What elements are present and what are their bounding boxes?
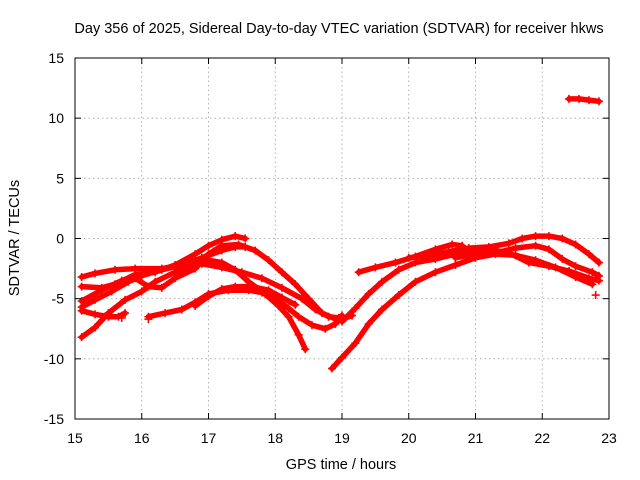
series-line: [78, 261, 342, 321]
series-trace-13: [451, 241, 603, 280]
x-tick-label: 19: [334, 430, 350, 446]
x-tick-label: 16: [134, 430, 150, 446]
y-tick-label: 10: [48, 110, 64, 126]
series-trace-5: [77, 256, 310, 354]
x-tick-label: 17: [201, 430, 217, 446]
chart-title: Day 356 of 2025, Sidereal Day-to-day VTE…: [74, 21, 603, 37]
series-trace-6: [77, 240, 357, 325]
y-tick-label: 5: [56, 170, 64, 186]
series-line: [192, 283, 299, 309]
y-tick-label: -5: [52, 291, 65, 307]
x-tick-label: 22: [534, 430, 550, 446]
plot-frame: [74, 57, 610, 420]
axis-layer: 15 16 17 18 19 20 21 22 23 -15 -10 -5 0 5 10 15: [44, 50, 617, 446]
x-axis-label: GPS time / hours: [286, 457, 396, 473]
series-line: [452, 242, 602, 279]
isolated-points: [117, 291, 600, 324]
x-tick-label: 21: [468, 430, 484, 446]
series-line: [339, 247, 602, 325]
y-axis-label: SDTVAR / TECUs: [7, 180, 23, 296]
trace-layer: [77, 94, 603, 373]
x-tick-label: 15: [67, 430, 83, 446]
y-tick-label: 15: [48, 50, 64, 66]
x-tick-label: 23: [601, 430, 617, 446]
series-trace-14: [564, 94, 603, 106]
y-tick-label: 0: [56, 231, 64, 247]
series-trace-8: [191, 282, 300, 310]
series-trace-12: [404, 232, 603, 267]
y-tick-label: -15: [44, 411, 64, 427]
x-tick-label: 20: [401, 430, 417, 446]
y-tick-label: -10: [44, 351, 64, 367]
x-tick-label: 18: [267, 430, 283, 446]
series-line: [566, 96, 602, 105]
